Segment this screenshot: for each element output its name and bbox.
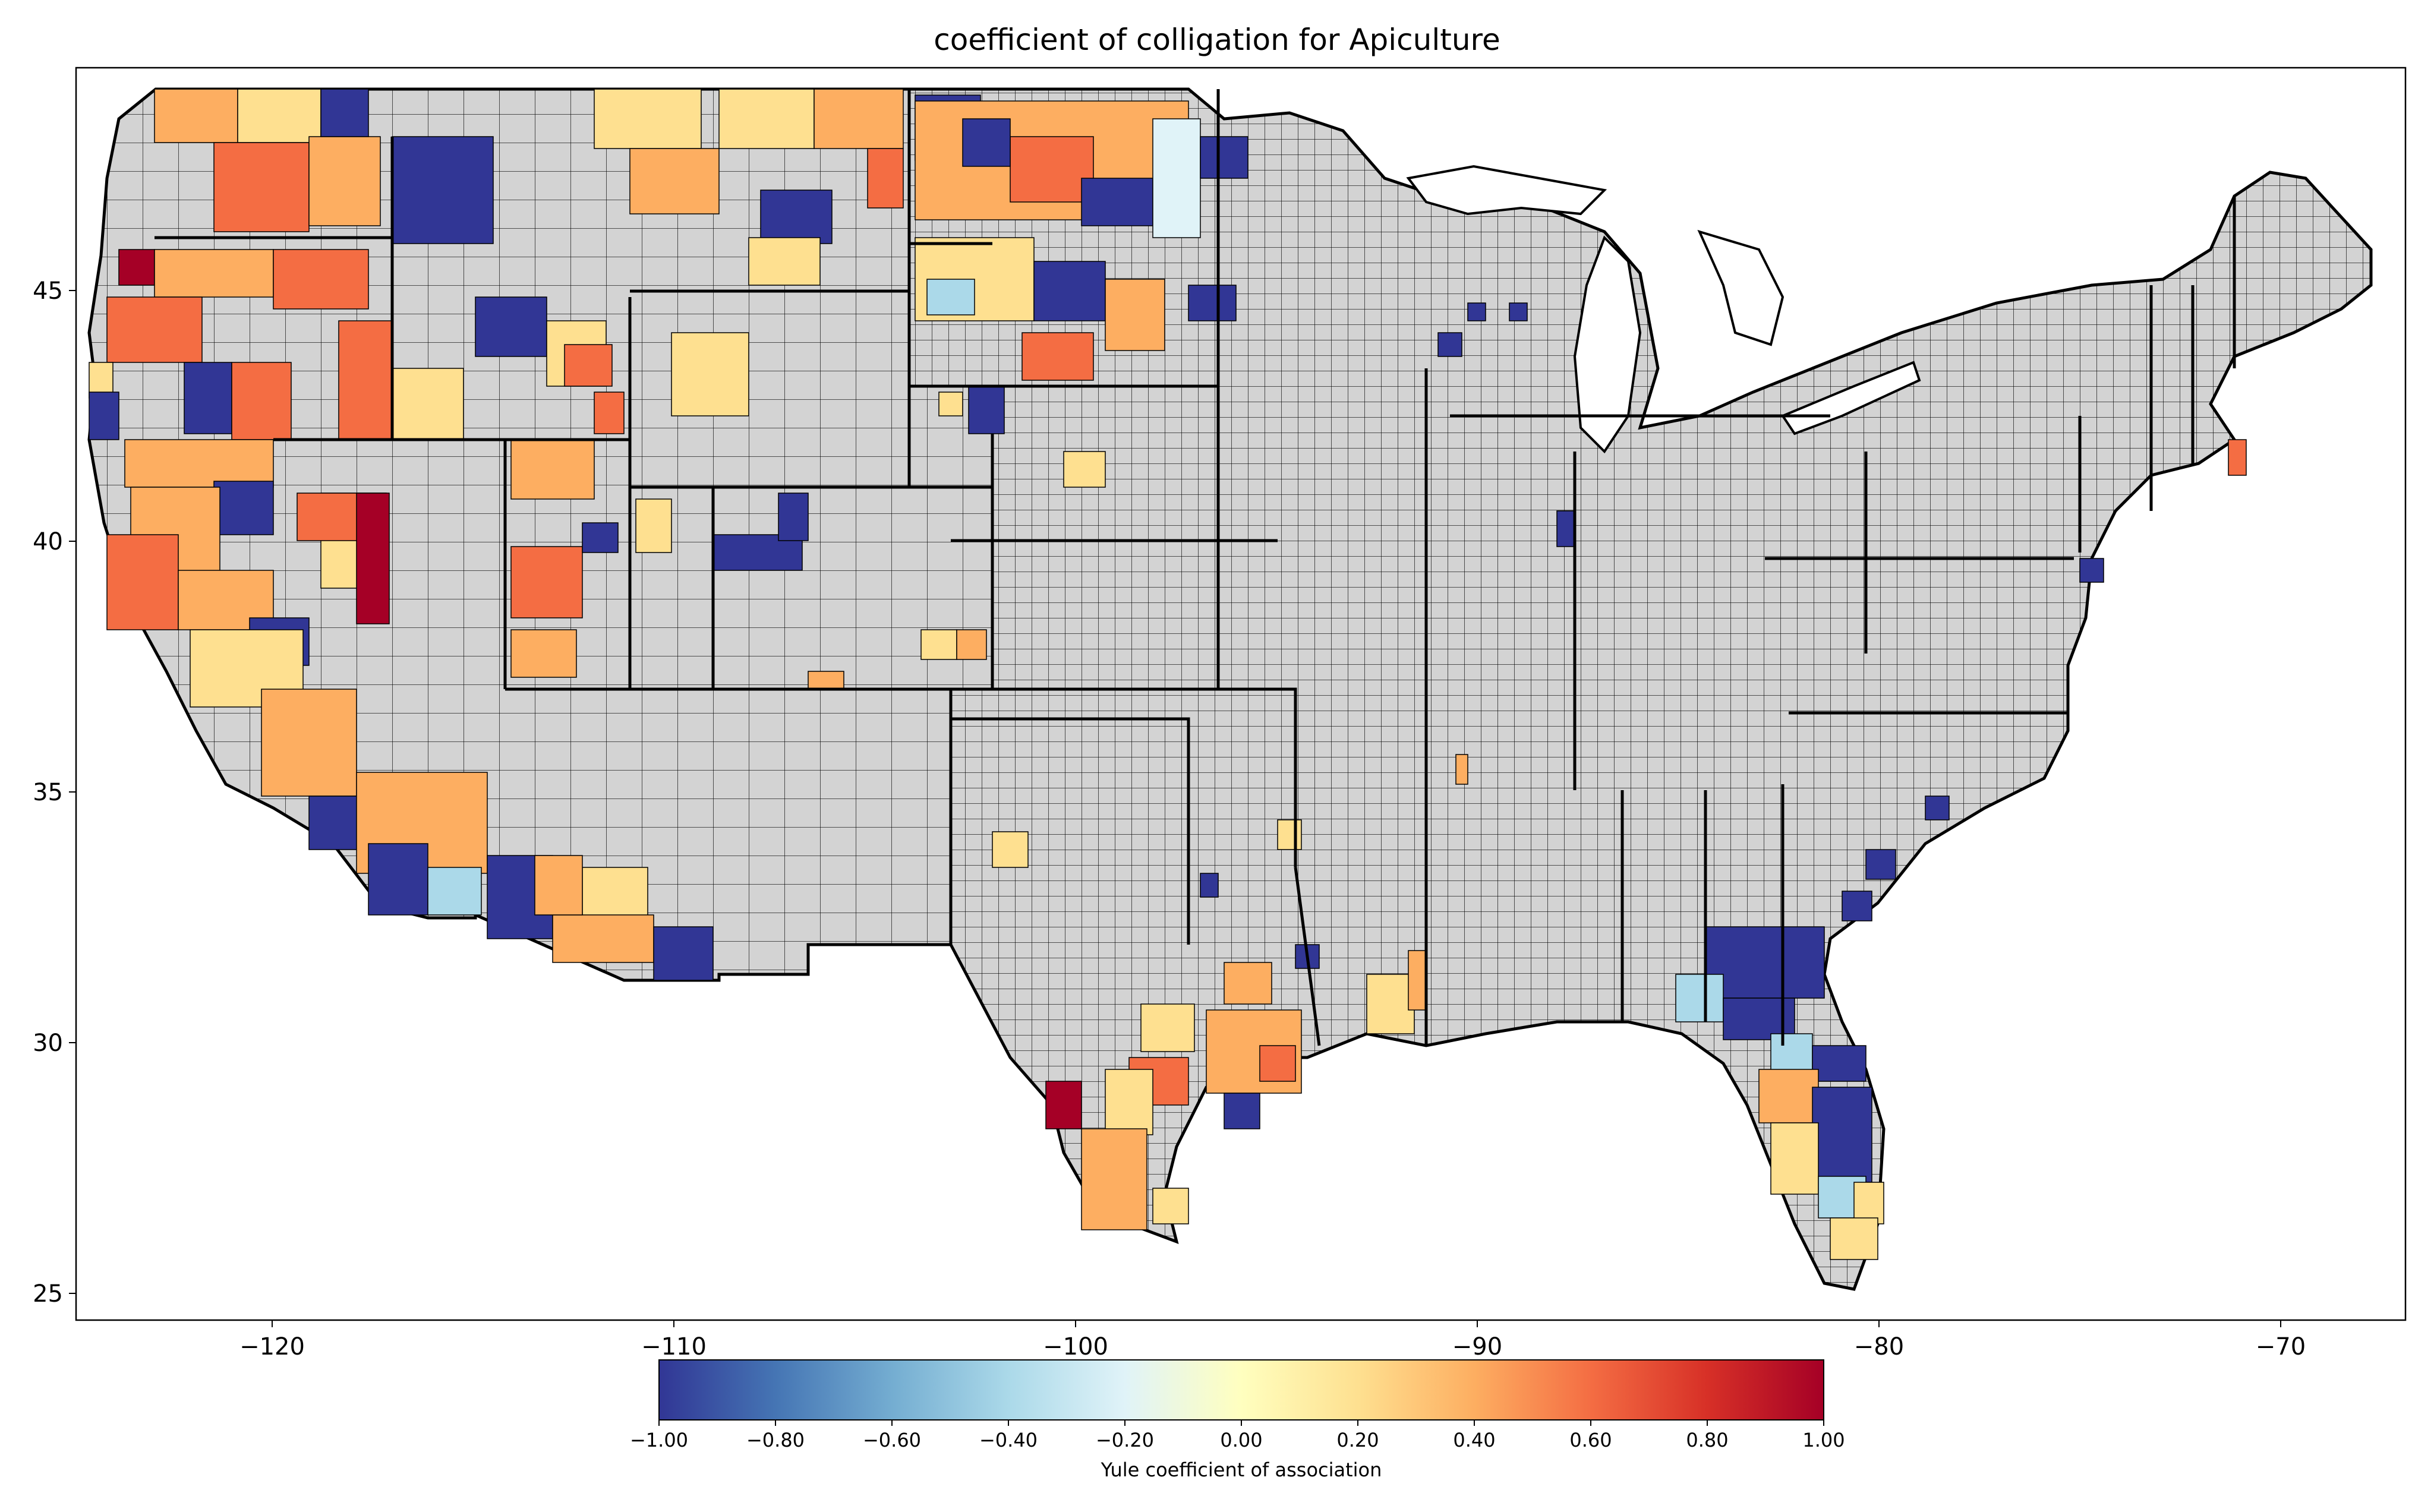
colorbar-tick-label: −0.40 xyxy=(979,1429,1038,1451)
x-tick-label: −90 xyxy=(1452,1333,1502,1361)
colorbar-tick-label: 0.60 xyxy=(1569,1429,1612,1451)
y-tick-label: 30 xyxy=(33,1030,63,1057)
x-tick-label: −100 xyxy=(1043,1333,1108,1361)
lake-huron xyxy=(1697,229,1784,346)
colorbar: −1.00 −0.80 −0.60 −0.40 −0.20 0.00 0.20 0.40 0.6… xyxy=(630,1359,1845,1481)
colorbar-tick-label: 0.40 xyxy=(1453,1429,1495,1451)
map-layers xyxy=(87,87,2373,1291)
colorbar-tick-label: −0.80 xyxy=(746,1429,805,1451)
colorbar-tick-label: −1.00 xyxy=(630,1429,688,1451)
x-tick-label: −110 xyxy=(641,1333,707,1361)
colorbar-tick-label: 0.80 xyxy=(1686,1429,1728,1451)
x-tick-label: −80 xyxy=(1854,1333,1904,1361)
colorbar-ticks: −1.00 −0.80 −0.60 −0.40 −0.20 0.00 0.20 0.40 0.6… xyxy=(630,1420,1845,1451)
colorbar-tick-label: 1.00 xyxy=(1802,1429,1845,1451)
colorbar-bar xyxy=(658,1359,1824,1421)
east-region xyxy=(907,87,2373,1291)
y-tick-label: 25 xyxy=(33,1280,63,1308)
y-axis: 45 40 35 30 25 xyxy=(33,277,76,1308)
y-tick-label: 35 xyxy=(33,779,63,806)
colorbar-label: Yule coefficient of association xyxy=(1101,1459,1382,1481)
colorbar-tick-label: 0.20 xyxy=(1336,1429,1379,1451)
lake-michigan xyxy=(1573,235,1642,454)
x-axis: −120 −110 −100 −90 −80 −70 xyxy=(239,1320,2306,1361)
colorbar-tick-label: −0.20 xyxy=(1096,1429,1154,1451)
x-tick-label: −120 xyxy=(239,1333,305,1361)
y-tick-label: 40 xyxy=(33,528,63,555)
lake-superior xyxy=(1406,165,1607,216)
map-title: coefficient of colligation for Apicultur… xyxy=(934,23,1500,57)
state-boundaries xyxy=(155,89,2236,1046)
y-tick-label: 45 xyxy=(33,277,63,305)
colorbar-tick-label: −0.60 xyxy=(863,1429,921,1451)
county-values xyxy=(89,89,2247,1260)
x-tick-label: −70 xyxy=(2256,1333,2306,1361)
colorbar-tick-label: 0.00 xyxy=(1220,1429,1262,1451)
